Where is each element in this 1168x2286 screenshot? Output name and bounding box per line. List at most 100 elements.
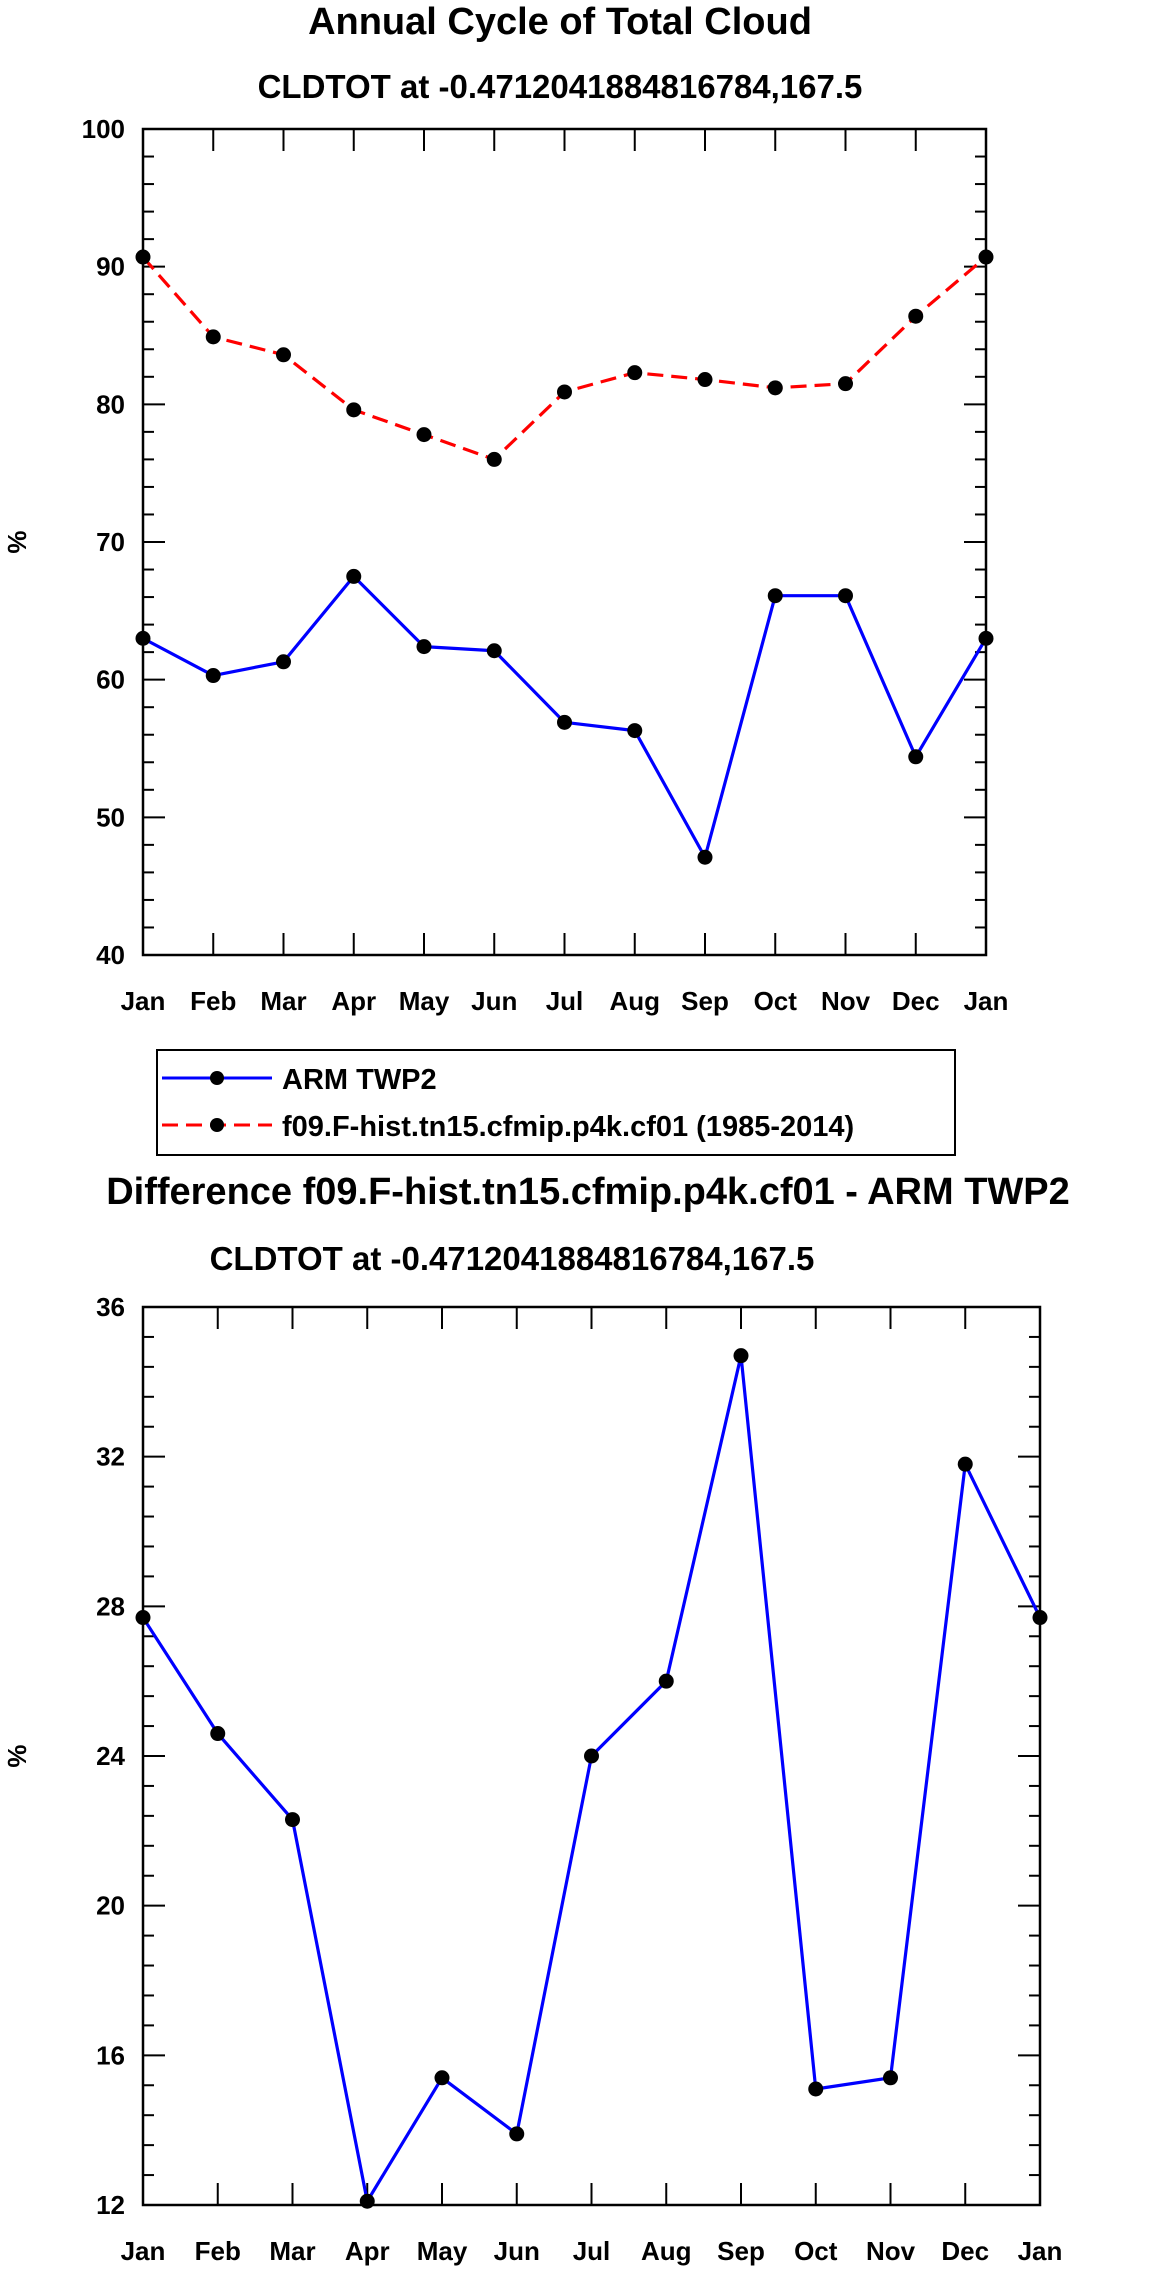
data-point [658, 1673, 674, 1689]
data-point [627, 365, 643, 381]
y-tick-label: 90 [96, 252, 125, 282]
data-point [276, 654, 291, 670]
chart-title: Difference f09.F-hist.tn15.cfmip.p4k.cf0… [106, 1171, 1070, 1213]
data-point [733, 1348, 749, 1364]
y-tick-label: 60 [96, 665, 125, 695]
data-point [697, 372, 713, 388]
data-point [210, 1726, 226, 1742]
x-tick-label: Mar [269, 2236, 315, 2266]
chart-title: Annual Cycle of Total Cloud [308, 1, 812, 43]
data-point [957, 1456, 973, 1472]
data-point [135, 249, 151, 265]
legend: ARM TWP2 f09.F-hist.tn15.cfmip.p4k.cf01 … [156, 1049, 956, 1156]
y-tick-label: 12 [96, 2190, 125, 2220]
difference-chart: Difference f09.F-hist.tn15.cfmip.p4k.cf0… [2, 1171, 1070, 2266]
data-point [767, 380, 783, 396]
axes: 40 50 60 70 80 90 100 Jan Feb Mar Apr May Jun Jul Aug S… [82, 114, 1009, 1016]
y-tick-label: 50 [96, 802, 125, 832]
data-point [205, 329, 221, 345]
data-point [557, 714, 572, 730]
y-axis-label: % [2, 1744, 32, 1767]
x-tick-label: Nov [821, 986, 871, 1016]
y-tick-label: 16 [96, 2040, 125, 2070]
y-tick-label: 80 [96, 389, 125, 419]
x-tick-label: Sep [681, 986, 729, 1016]
x-tick-label: Apr [331, 986, 376, 1016]
data-point [285, 1812, 300, 1828]
data-point [584, 1748, 599, 1764]
x-tick-label: Aug [609, 986, 660, 1016]
data-point [1032, 1610, 1048, 1626]
legend-marker-model [210, 1118, 224, 1132]
plot-marks [135, 1348, 1048, 2209]
data-point [767, 588, 783, 604]
x-tick-label: Jul [573, 2236, 611, 2266]
x-tick-label: Jul [546, 986, 584, 1016]
plot-marks [135, 249, 994, 865]
x-tick-label: Jan [121, 986, 166, 1016]
x-tick-label: Dec [941, 2236, 989, 2266]
data-point [346, 568, 362, 584]
data-point [808, 2081, 824, 2097]
data-point [205, 668, 221, 684]
axes: 12 16 20 24 28 32 36 Jan Feb Mar Apr May Jun Jul Aug Se… [96, 1292, 1062, 2266]
x-tick-label: Mar [260, 986, 306, 1016]
x-tick-label: Jun [471, 986, 517, 1016]
x-tick-label: Apr [345, 2236, 390, 2266]
data-point [416, 639, 432, 655]
y-tick-label: 70 [96, 527, 125, 557]
chart-subtitle: CLDTOT at -0.4712041884816784,167.5 [258, 68, 863, 105]
data-point [416, 427, 432, 443]
data-point [557, 384, 572, 400]
x-tick-label: Aug [641, 2236, 692, 2266]
series-line-1 [141, 1354, 1042, 2203]
data-point [486, 451, 502, 467]
chart-subtitle: CLDTOT at -0.4712041884816784,167.5 [210, 1240, 815, 1277]
data-point [978, 249, 994, 265]
annual-cycle-chart: Annual Cycle of Total Cloud CLDTOT at -0… [2, 1, 1008, 1016]
data-point [276, 347, 291, 363]
data-point [908, 749, 924, 765]
y-tick-label: 36 [96, 1292, 125, 1322]
y-tick-label: 40 [96, 940, 125, 970]
legend-marker-arm-twp2 [210, 1071, 224, 1085]
x-tick-label: Jan [1018, 2236, 1063, 2266]
data-point [838, 588, 853, 604]
x-tick-label: May [417, 2236, 468, 2266]
x-tick-label: Oct [754, 986, 798, 1016]
plot-frame [141, 127, 988, 957]
data-point [346, 402, 362, 418]
data-point [135, 630, 151, 646]
data-point [697, 849, 713, 865]
y-tick-label: 32 [96, 1442, 125, 1472]
data-point [908, 308, 924, 324]
y-tick-label: 20 [96, 1891, 125, 1921]
data-point [359, 2193, 375, 2209]
x-tick-label: Oct [794, 2236, 838, 2266]
legend-box [156, 1049, 956, 1156]
y-tick-label: 24 [96, 1741, 125, 1771]
legend-label-arm-twp2: ARM TWP2 [282, 1064, 437, 1096]
x-tick-label: May [399, 986, 450, 1016]
legend-label-model: f09.F-hist.tn15.cfmip.p4k.cf01 (1985-201… [282, 1111, 854, 1143]
x-tick-label: Dec [892, 986, 940, 1016]
data-point [486, 643, 502, 659]
y-axis-label: % [2, 530, 32, 553]
data-point [135, 1610, 151, 1626]
x-tick-label: Jun [494, 2236, 540, 2266]
data-point [978, 630, 994, 646]
data-point [509, 2126, 525, 2142]
y-tick-label: 28 [96, 1591, 125, 1621]
series-line-2 [141, 255, 988, 461]
x-tick-label: Nov [866, 2236, 916, 2266]
x-tick-label: Feb [195, 2236, 241, 2266]
x-tick-label: Jan [121, 2236, 166, 2266]
data-point [838, 376, 853, 392]
x-tick-label: Feb [190, 986, 236, 1016]
x-tick-label: Sep [717, 2236, 765, 2266]
data-point [434, 2070, 450, 2086]
data-point [883, 2070, 898, 2086]
y-tick-label: 100 [82, 114, 125, 144]
data-point [627, 723, 643, 739]
